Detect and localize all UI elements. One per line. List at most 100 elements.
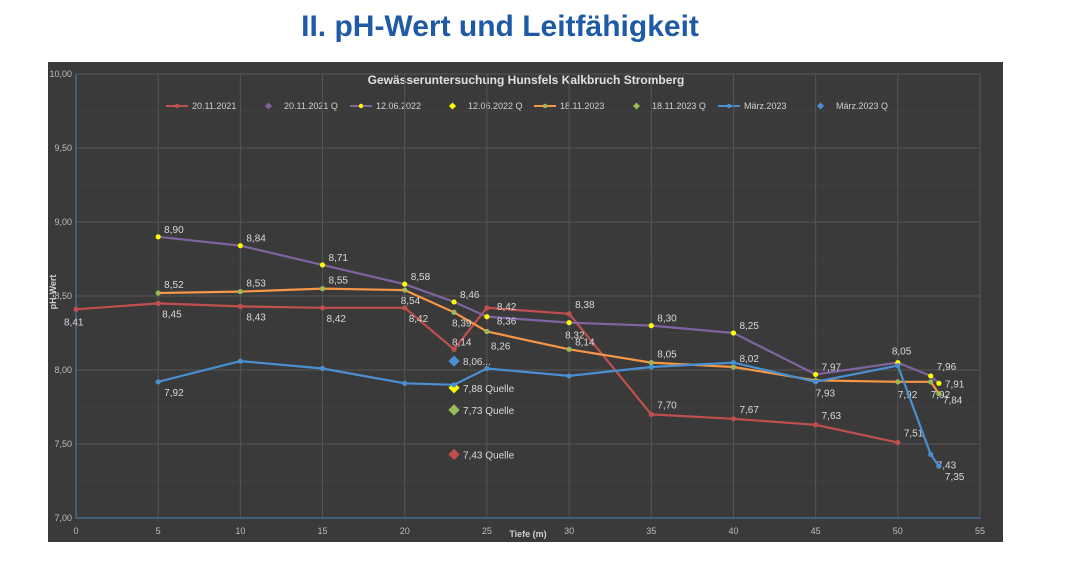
legend-item: 20.11.2021 <box>166 101 236 111</box>
legend-item: 20.11.2021 Q <box>264 101 338 111</box>
data-point <box>648 323 654 329</box>
data-point <box>402 281 408 287</box>
data-point <box>155 379 161 385</box>
data-point <box>237 358 243 364</box>
data-label: 8,90 <box>164 225 184 236</box>
legend-label: 18.11.2023 Q <box>652 101 706 111</box>
data-point <box>484 305 490 311</box>
data-point <box>730 360 737 366</box>
y-tick-label: 10,00 <box>49 69 72 79</box>
data-point <box>566 373 572 379</box>
data-point <box>155 300 161 306</box>
data-label: 7,63 <box>822 411 842 422</box>
y-tick-label: 8,50 <box>54 291 72 301</box>
data-point <box>484 365 490 372</box>
data-label: 8,54 <box>401 296 421 307</box>
y-tick-label: 7,50 <box>54 439 72 449</box>
y-tick-label: 9,00 <box>54 217 72 227</box>
data-point <box>451 346 457 352</box>
legend-marker <box>726 103 732 109</box>
data-point <box>730 330 737 336</box>
series-line <box>75 302 899 444</box>
data-point <box>155 290 161 296</box>
data-point <box>895 379 901 385</box>
x-tick-label: 35 <box>646 526 656 536</box>
x-tick-label: 25 <box>482 526 492 536</box>
data-label: 8,71 <box>329 253 349 264</box>
x-tick-label: 40 <box>728 526 738 536</box>
data-point <box>648 364 654 370</box>
data-point <box>319 262 326 268</box>
data-label: 7,97 <box>822 362 842 373</box>
data-label: 8,32 <box>565 331 585 342</box>
data-label: 8,42 <box>327 314 347 325</box>
data-point <box>402 380 408 386</box>
data-label: 8,43 <box>246 312 266 323</box>
legend-item: 12.06.2022 <box>350 101 421 111</box>
data-point <box>936 463 942 469</box>
data-label: 8,46 <box>460 290 480 301</box>
legend-marker <box>816 102 825 110</box>
data-point <box>319 305 326 311</box>
data-point <box>648 360 654 366</box>
series-18-11-2023: 8,52 8,53 8,55 8,54 8,39 8,26 8,14 8,05 8,02 7,93… <box>155 276 963 407</box>
data-label: 7,67 <box>739 405 759 416</box>
data-point <box>813 371 819 378</box>
data-point <box>73 306 79 312</box>
x-tick-label: 5 <box>156 526 161 536</box>
x-tick-label: 30 <box>564 526 574 536</box>
chart-area: Gewässeruntersuchung Hunsfels Kalkbruch … <box>48 62 1003 542</box>
legend-marker <box>448 102 457 110</box>
data-point <box>566 320 572 326</box>
data-point <box>402 305 408 311</box>
series-18-11-2023-q: 7,73 Quelle <box>448 404 515 417</box>
y-tick-label: 8,00 <box>54 365 72 375</box>
x-axis-label: Tiefe (m) <box>509 529 546 539</box>
series-20-11-2021-quelle: 7,43 Quelle <box>448 448 515 461</box>
data-point <box>319 365 326 372</box>
data-point <box>566 311 572 317</box>
grid <box>75 73 981 519</box>
series-group: 8,41 8,45 8,43 8,42 8,42 8,14 8,42 8,38 7,70 7,67… <box>64 225 965 483</box>
data-label: 7,43 Quelle <box>463 450 515 461</box>
data-point <box>648 411 654 417</box>
legend-item: März.2023 <box>718 101 787 111</box>
data-label: 8,41 <box>64 317 84 328</box>
legend-marker <box>264 102 273 110</box>
data-point <box>730 416 737 422</box>
data-label: 8,84 <box>246 234 266 245</box>
ph-line-chart: Gewässeruntersuchung Hunsfels Kalkbruch … <box>48 69 985 539</box>
data-label: 7,88 Quelle <box>463 384 515 395</box>
data-label: 8,45 <box>162 309 182 320</box>
data-point <box>451 382 457 388</box>
legend-item: 18.11.2023 <box>534 101 604 111</box>
data-label: 8,05 <box>892 347 912 358</box>
data-label: 8,06... <box>463 357 491 368</box>
data-label: 7,43 <box>937 460 957 471</box>
legend: 20.11.2021 20.11.2021 Q 12.06.2022 12.06.20… <box>166 101 888 111</box>
data-point <box>451 309 457 315</box>
x-tick-label: 20 <box>400 526 410 536</box>
data-point <box>928 451 934 457</box>
legend-marker <box>632 102 641 110</box>
data-label: 7,51 <box>904 429 924 440</box>
data-label: 8,42 <box>497 302 517 313</box>
data-label: 8,30 <box>657 314 677 325</box>
data-label: 8,38 <box>575 300 595 311</box>
legend-marker <box>542 103 548 109</box>
data-label: 8,39 <box>452 318 472 329</box>
series-m-rz-2023: 7,92 7,437,35 <box>155 358 965 483</box>
legend-item: März.2023 Q <box>816 101 888 111</box>
data-point <box>928 379 934 385</box>
data-point <box>237 288 243 295</box>
data-label: 7,91 <box>945 379 965 390</box>
slide-title: II. pH-Wert und Leitfähigkeit <box>301 10 699 43</box>
data-point <box>402 287 408 293</box>
legend-item: 18.11.2023 Q <box>632 101 706 111</box>
data-label: 8,05 <box>657 350 677 361</box>
data-label: 7,96 <box>937 362 957 373</box>
data-point <box>928 373 934 379</box>
x-tick-label: 55 <box>975 526 985 536</box>
data-point <box>895 362 901 369</box>
series-12-06-2022: 8,90 8,84 8,71 8,58 8,46 8,36 8,32 8,30 8,25 7,97… <box>155 225 965 390</box>
